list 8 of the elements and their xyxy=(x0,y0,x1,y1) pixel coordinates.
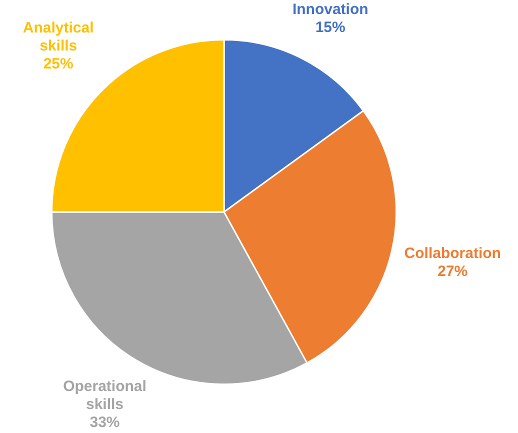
data-label: 15% xyxy=(315,19,346,36)
slice-label: Operational skills xyxy=(63,378,146,414)
data-label: 25% xyxy=(43,55,74,72)
slice-label: Analytical skills xyxy=(22,19,94,54)
data-label: 33% xyxy=(90,414,120,432)
slice-label: Innovation xyxy=(292,1,368,18)
slice-label: Collaboration xyxy=(404,245,501,262)
data-label: 27% xyxy=(438,263,468,280)
